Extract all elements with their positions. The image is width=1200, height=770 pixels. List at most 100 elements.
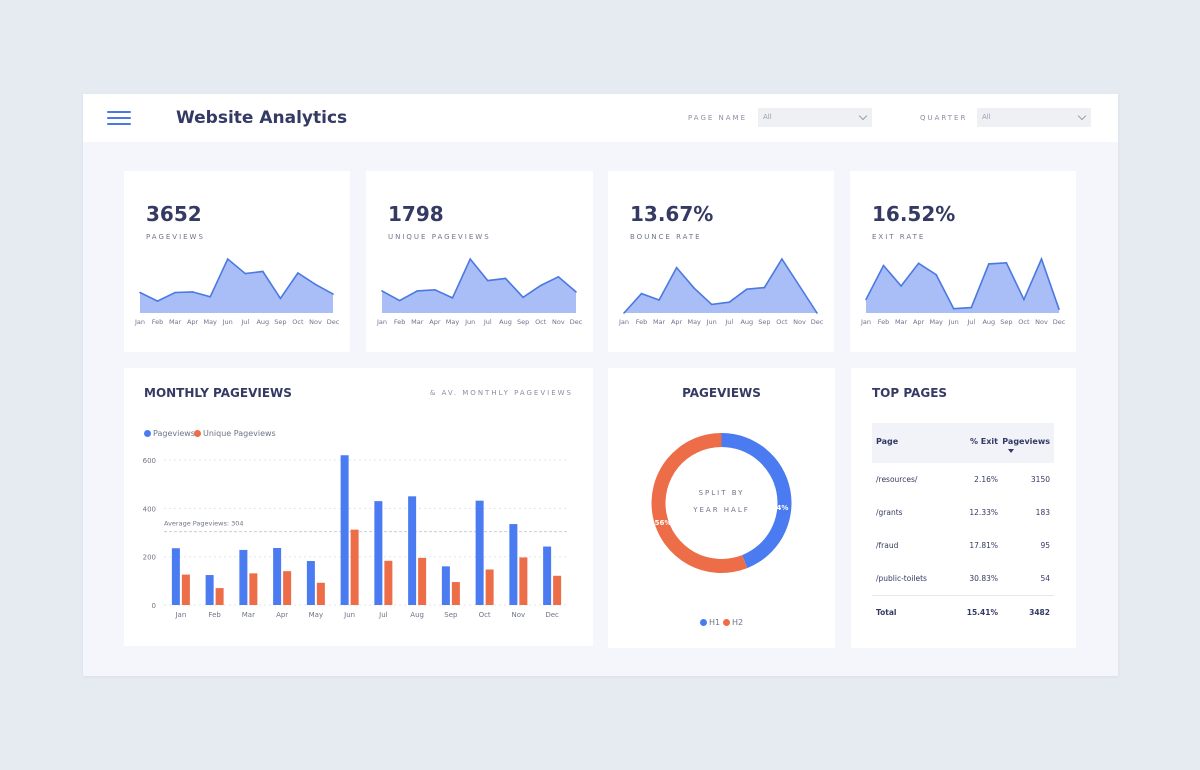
sparkline-point bbox=[1005, 262, 1008, 264]
bar-unique-pageviews[interactable] bbox=[215, 588, 224, 605]
bar-pageviews[interactable] bbox=[239, 549, 248, 605]
legend-unique-pageviews[interactable]: Unique Pageviews bbox=[194, 429, 276, 438]
bar-pageviews[interactable] bbox=[340, 455, 349, 605]
legend-pageviews[interactable]: Pageviews bbox=[144, 429, 195, 438]
monthly-pageviews-title: MONTHLY PAGEVIEWS bbox=[144, 386, 292, 400]
pageviews-donut-title: PAGEVIEWS bbox=[682, 386, 761, 400]
donut-center-line1: SPLIT BY bbox=[699, 489, 745, 497]
bar-unique-pageviews[interactable] bbox=[418, 557, 427, 605]
sparkline-month-label: Sep bbox=[517, 318, 529, 326]
table-row[interactable]: /grants 12.33% 183 bbox=[872, 496, 1054, 529]
table-row[interactable]: /resources/ 2.16% 3150 bbox=[872, 463, 1054, 496]
sort-desc-icon[interactable] bbox=[1008, 449, 1014, 453]
bar-unique-pageviews[interactable] bbox=[350, 529, 359, 605]
sparkline-point bbox=[469, 258, 471, 260]
bar-unique-pageviews[interactable] bbox=[519, 557, 528, 605]
sparkline-point bbox=[314, 283, 317, 286]
sparkline-point bbox=[728, 301, 731, 303]
sparkline-point bbox=[781, 258, 783, 260]
sparkline-month-label: May bbox=[929, 318, 943, 326]
sparkline-line bbox=[381, 257, 577, 302]
monthly-pageviews-subtitle: & AV. MONTHLY PAGEVIEWS bbox=[429, 389, 573, 397]
kpi-card-bounce-rate: 13.67% BOUNCE RATE Jan Feb Mar Apr May Jun Jul… bbox=[608, 171, 834, 352]
bar-pageviews[interactable] bbox=[205, 575, 214, 605]
bar-unique-pageviews[interactable] bbox=[384, 560, 393, 605]
sparkline-point bbox=[451, 297, 454, 299]
chevron-down-icon bbox=[1077, 111, 1087, 121]
bar-pageviews[interactable] bbox=[543, 546, 552, 605]
monthly-bar-chart: 0 200 400 600 Average Pageviews: 304 Jan Feb Ma… bbox=[143, 455, 569, 619]
table-total-row: Total 15.41% 3482 bbox=[872, 595, 1054, 628]
page-name-select-value: All bbox=[763, 113, 772, 121]
cell-pageviews: 95 bbox=[1040, 541, 1050, 550]
page-name-select[interactable]: All bbox=[758, 108, 872, 127]
bar-unique-pageviews[interactable] bbox=[316, 582, 325, 605]
legend-h2[interactable]: H2 bbox=[723, 618, 743, 627]
bar-pageviews[interactable] bbox=[408, 496, 417, 605]
sparkline-month-label: Mar bbox=[895, 318, 908, 326]
kpi-value: 3652 bbox=[146, 202, 202, 226]
sparkline-month-label: Dec bbox=[327, 318, 340, 326]
column-header-page[interactable]: Page bbox=[876, 437, 899, 446]
column-header-exit[interactable]: % Exit bbox=[970, 437, 998, 446]
sparkline-month-label: Feb bbox=[878, 318, 890, 326]
sparkline-point bbox=[710, 303, 713, 306]
donut-slice-h2[interactable] bbox=[651, 433, 748, 573]
sparkline-point bbox=[557, 276, 560, 278]
sparkline-month-label: Jun bbox=[464, 318, 475, 326]
legend-h1[interactable]: H1 bbox=[700, 618, 720, 627]
filter-label-page-name: PAGE NAME bbox=[688, 114, 747, 122]
bar-pageviews[interactable] bbox=[509, 524, 518, 605]
sparkline-month-label: Aug bbox=[256, 318, 269, 326]
y-tick-label: 600 bbox=[143, 457, 156, 465]
bar-pageviews[interactable] bbox=[441, 566, 450, 605]
sparkline-point bbox=[816, 312, 818, 314]
sparkline-point bbox=[297, 272, 299, 274]
bar-pageviews[interactable] bbox=[273, 547, 282, 605]
sparkline-month-label: Aug bbox=[982, 318, 995, 326]
bar-pageviews[interactable] bbox=[171, 548, 180, 605]
bar-unique-pageviews[interactable] bbox=[451, 582, 460, 605]
y-tick-label: 0 bbox=[152, 602, 156, 610]
bar-pageviews[interactable] bbox=[374, 501, 383, 605]
table-row[interactable]: /public-toilets 30.83% 54 bbox=[872, 562, 1054, 595]
bar-unique-pageviews[interactable] bbox=[553, 575, 562, 605]
sparkline-line bbox=[139, 257, 334, 302]
sparkline-month-label: Jul bbox=[240, 318, 249, 326]
kpi-label: PAGEVIEWS bbox=[146, 233, 205, 241]
bar-pageviews[interactable] bbox=[306, 561, 315, 605]
bar-unique-pageviews[interactable] bbox=[249, 573, 258, 605]
sparkline-month-label: May bbox=[687, 318, 701, 326]
table-row[interactable]: /fraud 17.81% 95 bbox=[872, 529, 1054, 562]
monthly-pageviews-card: MONTHLY PAGEVIEWS & AV. MONTHLY PAGEVIEW… bbox=[124, 368, 593, 646]
x-tick-label: Nov bbox=[512, 611, 526, 619]
cell-page: /resources/ bbox=[876, 475, 918, 484]
sparkline-point bbox=[381, 290, 383, 292]
dashboard-frame: Website Analytics PAGE NAME All QUARTER … bbox=[83, 94, 1118, 676]
sparkline-month-label: Mar bbox=[411, 318, 424, 326]
sparkline-point bbox=[640, 292, 643, 295]
sparkline-month-label: Nov bbox=[1035, 318, 1048, 326]
sparkline-point bbox=[504, 277, 507, 280]
kpi-value: 16.52% bbox=[872, 202, 956, 226]
donut-slice-h1[interactable] bbox=[721, 433, 792, 569]
bar-unique-pageviews[interactable] bbox=[283, 571, 292, 605]
sparkline-month-label: Oct bbox=[1018, 318, 1030, 326]
bar-pageviews[interactable] bbox=[475, 500, 484, 605]
sparkline-point bbox=[575, 291, 577, 293]
average-label: Average Pageviews: 304 bbox=[164, 520, 244, 528]
column-header-pageviews[interactable]: Pageviews bbox=[1002, 437, 1050, 446]
sparkline-month-label: Jun bbox=[706, 318, 717, 326]
sparkline-exit-rate: Jan Feb Mar Apr May Jun Jul Aug Sep Oct Nov Dec bbox=[860, 256, 1066, 326]
cell-page: /public-toilets bbox=[876, 574, 927, 583]
bar-unique-pageviews[interactable] bbox=[181, 574, 190, 605]
legend-label: Pageviews bbox=[153, 429, 195, 438]
bar-unique-pageviews[interactable] bbox=[485, 569, 494, 605]
cell-exit: 2.16% bbox=[974, 475, 998, 484]
quarter-select[interactable]: All bbox=[977, 108, 1091, 127]
menu-icon[interactable] bbox=[107, 111, 131, 125]
sparkline-point bbox=[279, 297, 282, 300]
legend-label: Unique Pageviews bbox=[203, 429, 276, 438]
sparkline-point bbox=[900, 285, 902, 287]
sparkline-month-label: Jul bbox=[483, 318, 492, 326]
